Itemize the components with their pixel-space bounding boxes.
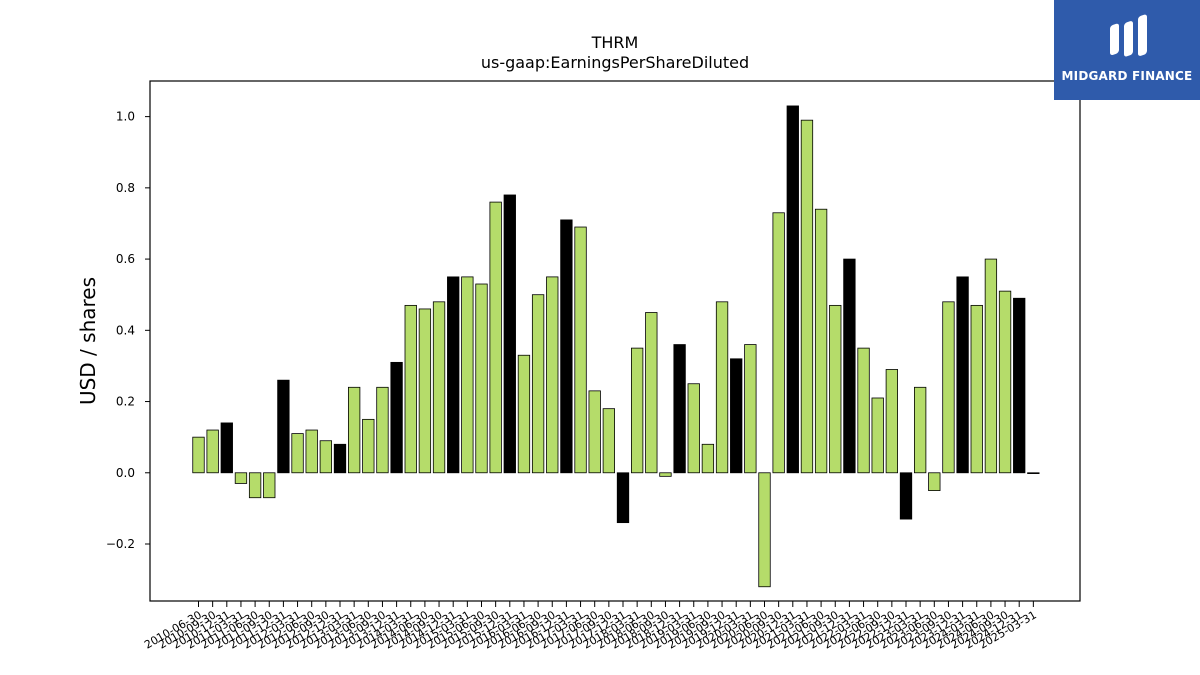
bar-2011-03-31 xyxy=(234,472,248,484)
midgard-logo-icon xyxy=(1110,14,1147,57)
y-tick-label: −0.2 xyxy=(106,537,135,551)
chart-subtitle: us-gaap:EarningsPerShareDiluted xyxy=(481,53,749,72)
bar-2021-12-31 xyxy=(843,258,856,474)
bar-2017-09-30 xyxy=(602,408,615,474)
bar-2018-03-31 xyxy=(631,347,644,474)
bar-2012-03-31 xyxy=(291,433,304,474)
bar-2012-12-31 xyxy=(333,443,347,474)
bar-2025-03-31 xyxy=(1027,472,1040,474)
bar-2018-12-31 xyxy=(673,344,686,474)
bar-2019-09-30 xyxy=(715,301,729,474)
plot-frame xyxy=(149,80,1081,602)
bars-group xyxy=(192,105,1040,588)
bar-2024-09-30 xyxy=(998,290,1012,474)
y-tick-label: 0.0 xyxy=(116,466,135,480)
y-axis-ticks: −0.2 0.0 0.2 0.4 0.6 0.8 1.0 xyxy=(106,110,150,551)
bar-2016-03-31 xyxy=(517,354,531,474)
y-tick-label: 1.0 xyxy=(116,110,135,124)
bar-2016-06-30 xyxy=(531,294,545,474)
bar-2013-12-31 xyxy=(390,361,403,474)
bar-2010-12-31 xyxy=(220,422,233,474)
bar-2023-09-30 xyxy=(942,301,955,474)
bar-2011-06-30 xyxy=(248,472,262,499)
chart-title: THRM xyxy=(591,33,639,52)
bar-2021-09-30 xyxy=(829,304,842,474)
y-tick-label: 0.4 xyxy=(116,323,135,337)
y-tick-label: 0.8 xyxy=(116,181,135,195)
bar-2012-09-30 xyxy=(319,440,333,474)
x-axis-ticks: 2010-06-302010-09-302010-12-312011-03-31… xyxy=(142,601,1039,652)
bar-2020-09-30 xyxy=(772,212,785,474)
bar-2020-06-30 xyxy=(758,472,771,588)
bar-2017-06-30 xyxy=(588,390,601,474)
bar-2015-06-30 xyxy=(475,283,488,474)
bar-2018-06-30 xyxy=(645,312,658,474)
bar-2022-12-31 xyxy=(899,472,913,520)
y-axis-label: USD / shares xyxy=(76,277,100,405)
bar-2021-03-31 xyxy=(800,119,814,474)
bar-2019-06-30 xyxy=(701,443,715,474)
bar-2014-06-30 xyxy=(418,308,432,474)
bar-2013-09-30 xyxy=(376,386,389,474)
bar-2024-06-30 xyxy=(984,258,998,474)
bar-2023-03-31 xyxy=(914,386,927,474)
bar-2023-06-30 xyxy=(928,472,941,491)
bar-2018-09-30 xyxy=(659,472,672,477)
bar-2024-12-31 xyxy=(1013,297,1026,474)
bar-2022-06-30 xyxy=(871,397,884,474)
bar-2015-12-31 xyxy=(503,194,516,474)
bar-2024-03-31 xyxy=(970,304,983,474)
bar-2023-12-31 xyxy=(956,276,969,474)
y-tick-label: 0.2 xyxy=(116,395,135,409)
bar-2015-09-30 xyxy=(489,201,502,474)
bar-2019-03-31 xyxy=(687,383,700,474)
bar-2011-12-31 xyxy=(277,379,290,474)
brand-name: MIDGARD FINANCE xyxy=(1061,69,1193,83)
bar-2017-12-31 xyxy=(616,472,630,524)
bar-2011-09-30 xyxy=(263,472,276,499)
bar-2010-06-30 xyxy=(192,436,205,474)
bar-2010-09-30 xyxy=(206,429,219,474)
bar-2022-09-30 xyxy=(885,369,898,474)
bar-2012-06-30 xyxy=(305,429,318,474)
bar-2021-06-30 xyxy=(814,208,828,474)
y-tick-label: 0.6 xyxy=(116,252,135,266)
bar-2015-03-31 xyxy=(461,276,474,474)
bar-2017-03-31 xyxy=(574,226,587,474)
bar-2016-12-31 xyxy=(560,219,573,474)
bar-2014-03-31 xyxy=(404,304,417,474)
bar-2022-03-31 xyxy=(857,347,870,474)
bar-2013-06-30 xyxy=(362,418,375,474)
bar-2014-12-31 xyxy=(447,276,460,474)
bar-2019-12-31 xyxy=(730,358,743,474)
bar-2020-12-31 xyxy=(786,105,799,474)
brand-logo: MIDGARD FINANCE xyxy=(1054,0,1200,100)
bar-2014-09-30 xyxy=(432,301,446,474)
bar-2020-03-31 xyxy=(744,344,757,474)
bar-2013-03-31 xyxy=(347,386,361,474)
bar-2016-09-30 xyxy=(546,276,559,474)
